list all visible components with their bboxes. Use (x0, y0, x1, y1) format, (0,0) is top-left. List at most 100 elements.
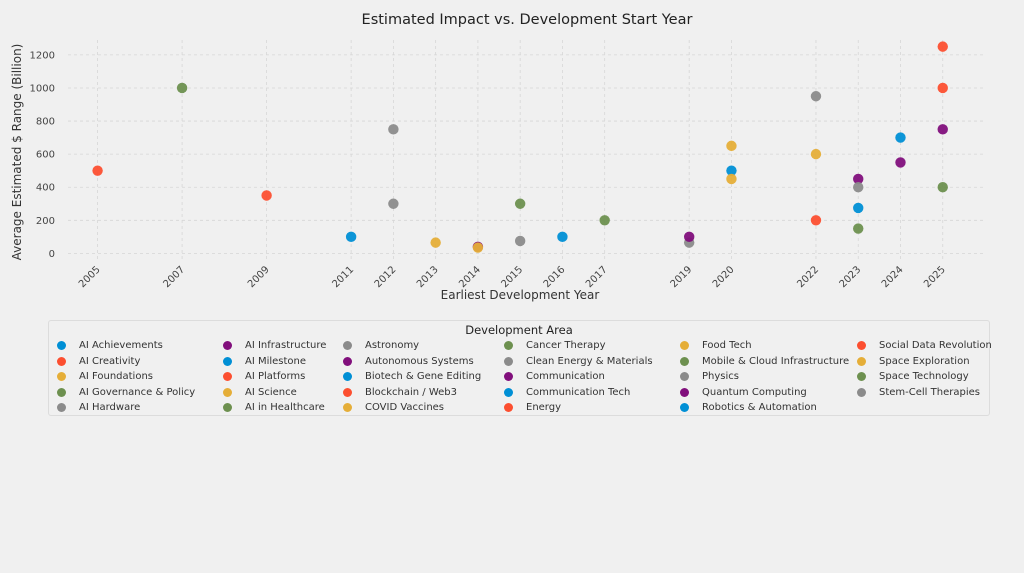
x-tick-label: 2024 (880, 264, 906, 290)
legend-marker-icon (504, 356, 513, 366)
grid (68, 40, 985, 260)
legend-entry: AI Science (223, 385, 297, 400)
data-point (514, 235, 526, 247)
legend-marker-icon (680, 341, 689, 350)
legend-marker-icon (57, 356, 66, 366)
legend-label: Stem-Cell Therapies (879, 386, 980, 398)
legend-label: AI Achievements (79, 340, 163, 351)
legend-marker-icon (680, 356, 689, 366)
x-tick-label: 2005 (77, 264, 103, 290)
legend-label: Autonomous Systems (365, 355, 474, 367)
legend-label: AI Governance & Policy (79, 386, 196, 398)
data-point (599, 215, 610, 226)
legend-label: Social Data Revolution (879, 340, 992, 351)
legend-entry: Energy (504, 400, 561, 415)
data-points (92, 41, 948, 253)
legend-label: Biotech & Gene Editing (365, 371, 482, 382)
x-tick-label: 2013 (415, 264, 441, 290)
y-tick-label: 1000 (30, 83, 55, 94)
y-tick-label: 1200 (30, 50, 55, 61)
legend-label: AI in Healthcare (245, 402, 325, 413)
x-tick-label: 2017 (584, 264, 610, 290)
x-tick-label: 2025 (922, 264, 948, 290)
legend-marker-icon (343, 403, 352, 412)
data-point (810, 148, 822, 160)
legend-marker-icon (57, 341, 66, 350)
legend-marker-icon (680, 372, 689, 381)
legend-marker-icon (343, 356, 352, 366)
x-tick-label: 2011 (330, 264, 356, 290)
legend-marker-icon (857, 341, 866, 350)
data-point (810, 215, 822, 226)
y-axis-ticks: 0 200 400 600 800 1000 1200 (30, 50, 55, 259)
legend-entry: AI Milestone (223, 354, 306, 369)
legend-label: Physics (702, 371, 739, 382)
legend-label: Communication Tech (526, 386, 631, 398)
legend-entry: Stem-Cell Therapies (857, 385, 980, 400)
legend-entry: COVID Vaccines (343, 400, 444, 415)
legend-label: Astronomy (365, 340, 420, 351)
legend-label: AI Hardware (79, 402, 141, 413)
legend-marker-icon (343, 341, 352, 350)
legend-entry: AI Governance & Policy (57, 385, 195, 400)
legend-entry: Autonomous Systems (343, 354, 474, 369)
x-tick-label: 2016 (542, 264, 568, 290)
legend-marker-icon (223, 372, 232, 381)
legend-marker-icon (857, 387, 866, 397)
legend-marker-icon (223, 341, 232, 350)
legend-entry: Physics (680, 369, 739, 384)
x-tick-label: 2009 (246, 264, 272, 290)
data-point (726, 173, 737, 185)
y-tick-label: 0 (49, 249, 55, 260)
legend-label: AI Infrastructure (245, 340, 327, 351)
data-point (683, 231, 695, 243)
data-point (345, 231, 357, 243)
data-point (514, 198, 526, 209)
data-point (937, 182, 948, 193)
legend-label: Mobile & Cloud Infrastructure (702, 355, 850, 367)
data-point (937, 82, 948, 94)
x-tick-label: 2007 (161, 264, 187, 290)
legend-label: AI Science (245, 386, 297, 398)
legend-entry: Social Data Revolution (857, 338, 992, 353)
legend-marker-icon (504, 387, 513, 397)
legend-label: AI Foundations (79, 371, 153, 382)
legend-label: Blockchain / Web3 (365, 386, 458, 398)
legend-label: Food Tech (702, 340, 752, 351)
legend-entry: AI Foundations (57, 369, 153, 384)
legend-entry: Astronomy (343, 338, 419, 353)
data-point (388, 198, 399, 209)
legend-entry: Communication (504, 369, 605, 384)
data-point (853, 182, 864, 193)
legend-label: AI Milestone (245, 355, 307, 367)
x-tick-label: 2015 (500, 264, 526, 290)
data-point (810, 91, 822, 102)
legend-marker-icon (857, 356, 866, 366)
legend-marker-icon (57, 372, 66, 381)
legend-entry: Cancer Therapy (504, 338, 606, 353)
legend-label: Cancer Therapy (526, 340, 606, 351)
data-point (853, 173, 864, 185)
data-point (92, 165, 103, 176)
data-point (853, 223, 864, 234)
legend-entry: Communication Tech (504, 385, 630, 400)
legend-entry: Robotics & Automation (680, 400, 817, 415)
x-tick-label: 2019 (669, 264, 695, 290)
legend-marker-icon (504, 341, 513, 350)
legend-entry: Space Technology (857, 369, 969, 384)
x-axis-label: Earliest Development Year (441, 288, 600, 302)
legend-marker-icon (343, 372, 352, 381)
y-tick-label: 400 (36, 183, 55, 194)
legend-marker-icon (343, 387, 352, 397)
data-point (895, 157, 906, 168)
legend-label: COVID Vaccines (365, 402, 445, 413)
legend: Development Area AI Achievements AI Creat… (48, 320, 992, 416)
data-point (176, 82, 188, 94)
legend-marker-icon (857, 372, 866, 381)
legend-marker-icon (57, 387, 66, 397)
y-axis-label: Average Estimated $ Range (Billion) (10, 44, 24, 261)
data-point (937, 41, 948, 52)
legend-entry: AI in Healthcare (223, 400, 325, 415)
legend-label: Energy (526, 402, 562, 413)
legend-label: Communication (526, 371, 605, 382)
